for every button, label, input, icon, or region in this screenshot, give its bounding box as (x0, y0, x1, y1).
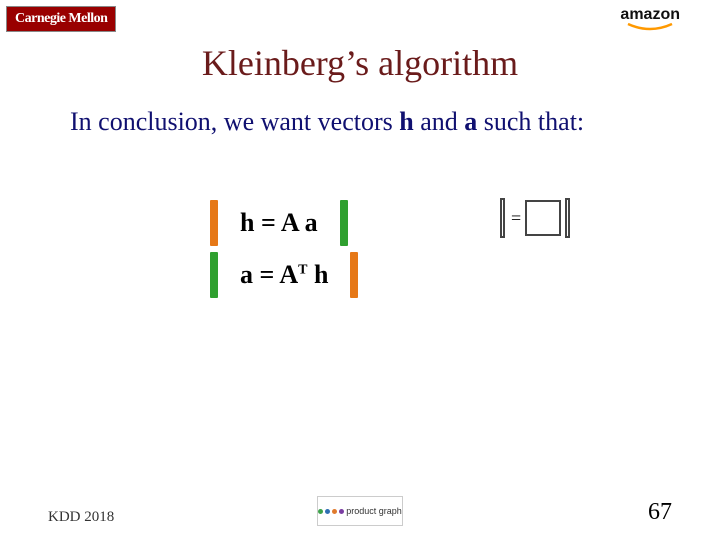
equals-sign: = (511, 208, 521, 229)
eq2-prefix: a = A (240, 260, 298, 289)
equation-1: h = A a (240, 208, 318, 238)
dot-icon (332, 509, 337, 514)
amazon-smile-icon (626, 22, 674, 32)
body-mid: and (414, 107, 465, 136)
footer-venue: KDD 2018 (48, 509, 114, 526)
vector-bar-green-2 (210, 252, 218, 298)
vector-bar-orange-2 (350, 252, 358, 298)
cmu-logo: Carnegie Mellon (6, 6, 116, 32)
body-suffix: such that: (477, 107, 584, 136)
slide-title: Kleinberg’s algorithm (0, 42, 720, 84)
dot-icon (325, 509, 330, 514)
equation-row-2: a = AT h (210, 252, 358, 298)
vector-box-right (565, 198, 570, 238)
eq2-sup: T (298, 262, 307, 277)
page-number: 67 (648, 499, 672, 526)
equations-block: h = A a a = AT h (210, 200, 358, 304)
vector-h: h (399, 107, 413, 136)
eq2-suffix: h (308, 260, 329, 289)
vector-bar-orange (210, 200, 218, 246)
dot-icon (339, 509, 344, 514)
body-text: In conclusion, we want vectors h and a s… (70, 106, 660, 139)
logo-text: product graph (346, 506, 402, 516)
equation-2: a = AT h (240, 260, 328, 290)
vector-a: a (464, 107, 477, 136)
body-prefix: In conclusion, we want vectors (70, 107, 399, 136)
matrix-diagram: = (500, 198, 570, 238)
vector-bar-green (340, 200, 348, 246)
matrix-box (525, 200, 561, 236)
equation-row-1: h = A a (210, 200, 358, 246)
footer: KDD 2018 product graph 67 (0, 499, 720, 526)
logo-dots (318, 509, 344, 514)
product-graph-logo: product graph (317, 496, 403, 526)
amazon-logo: amazon (620, 6, 680, 30)
footer-center-logo: product graph (317, 496, 403, 526)
dot-icon (318, 509, 323, 514)
vector-box-left (500, 198, 505, 238)
amazon-text: amazon (620, 6, 680, 23)
